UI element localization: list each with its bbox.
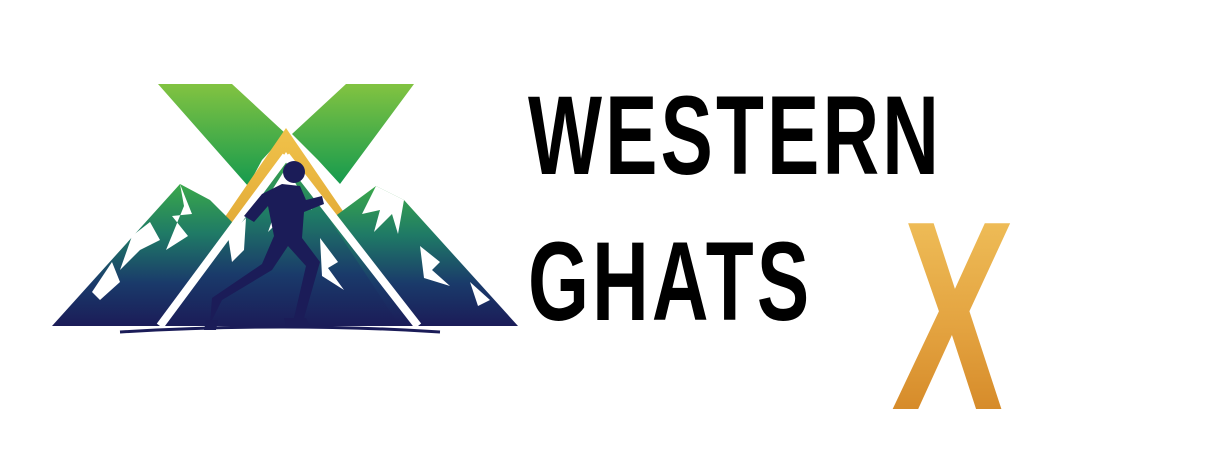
brand-line-1: WESTERN <box>528 73 942 198</box>
brand-x-mark: X <box>887 166 1019 467</box>
x-green-arms <box>158 84 414 186</box>
mountain-runner-emblem <box>52 84 518 334</box>
ground-arc <box>119 325 441 334</box>
brand-line-2: GHATS <box>528 219 813 344</box>
runner-silhouette <box>204 161 324 330</box>
